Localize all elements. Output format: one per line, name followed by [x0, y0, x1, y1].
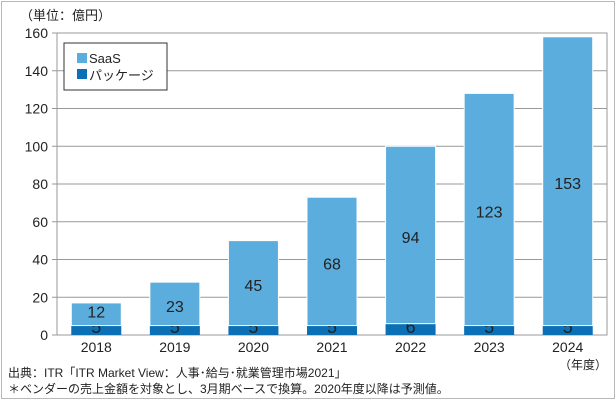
y-tick-label: 80 [32, 176, 48, 192]
x-unit-label: （年度） [559, 357, 607, 372]
y-tick-label: 140 [25, 63, 49, 79]
bar-package [228, 325, 279, 335]
data-label-package: 5 [563, 317, 573, 337]
bar-package [71, 325, 122, 335]
legend-swatch-package [77, 69, 87, 79]
x-tick-label: 2020 [238, 339, 269, 355]
bar-saas [70, 302, 122, 327]
data-label-saas: 23 [166, 299, 184, 316]
x-tick-label: 2018 [81, 339, 112, 355]
bar-saas [463, 92, 515, 327]
data-label-saas: 94 [402, 230, 420, 247]
x-tick-label: 2019 [159, 339, 190, 355]
legend-swatch-saas [77, 53, 87, 63]
x-tick-label: 2021 [316, 339, 347, 355]
footnote: ＊ベンダーの売上金額を対象とし、3月期ベースで換算。2020年度以降は予測値。 [8, 382, 449, 396]
y-tick-label: 40 [32, 252, 48, 268]
data-label-package: 5 [327, 317, 337, 337]
data-label-saas: 12 [87, 305, 105, 322]
x-tick-label: 2023 [474, 339, 505, 355]
data-label-saas: 123 [476, 204, 503, 221]
bar-package [307, 325, 357, 335]
data-label-package: 6 [406, 317, 416, 337]
data-label-saas: 153 [554, 176, 581, 193]
y-tick-label: 160 [25, 25, 49, 41]
source-note: 出典：ITR「ITR Market View：人事･給与･就業管理市場2021」 [8, 366, 347, 380]
bar-saas [542, 36, 594, 327]
legend-label-saas: SaaS [89, 51, 121, 66]
legend-label-package: パッケージ [89, 68, 154, 83]
bar-package [385, 323, 436, 335]
x-tick-label: 2024 [552, 339, 583, 355]
data-label-package: 5 [91, 317, 101, 337]
y-tick-label: 0 [40, 327, 48, 343]
data-label-saas: 68 [323, 256, 341, 273]
x-tick-label: 2022 [395, 339, 426, 355]
bar-saas [149, 281, 201, 327]
legend: SaaS パッケージ [63, 42, 168, 91]
unit-label: （単位：億円） [20, 8, 111, 23]
bar-saas [227, 240, 279, 327]
y-tick-label: 60 [32, 214, 48, 230]
data-label-package: 5 [484, 317, 494, 337]
bar-package [464, 325, 515, 335]
y-tick-label: 120 [25, 101, 49, 117]
bar-saas [306, 196, 358, 327]
y-tick-label: 100 [25, 138, 49, 154]
data-label-package: 5 [170, 317, 180, 337]
bar-saas [385, 145, 437, 325]
data-label-saas: 45 [245, 278, 263, 295]
bar-package [149, 325, 200, 335]
bar-package [542, 325, 593, 335]
data-label-package: 5 [248, 317, 258, 337]
y-tick-label: 20 [32, 289, 48, 305]
